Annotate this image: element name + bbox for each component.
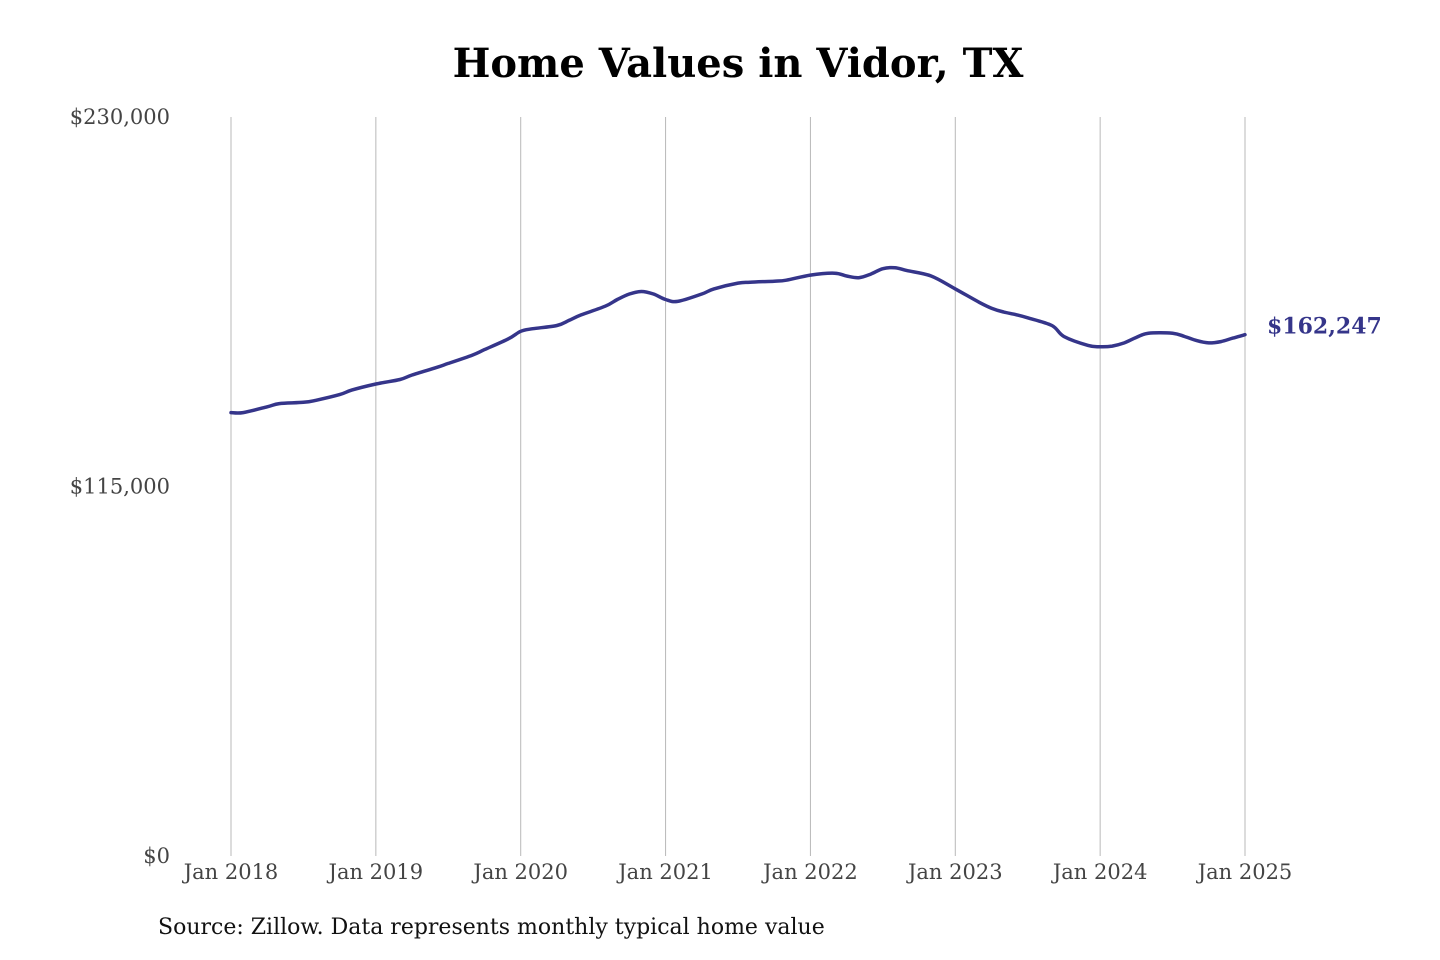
y-tick-label: $0 (143, 844, 170, 868)
x-tick-label: Jan 2024 (1051, 860, 1148, 884)
x-tick-label: Jan 2025 (1196, 860, 1293, 884)
end-value-label: $162,247 (1267, 314, 1382, 340)
source-note: Source: Zillow. Data represents monthly … (158, 915, 825, 940)
x-tick-label: Jan 2018 (182, 860, 279, 884)
series-group: $162,247 (229, 265, 1382, 415)
vertical-grid-lines (230, 117, 1246, 856)
y-tick-label: $115,000 (70, 475, 170, 499)
chart-title: Home Values in Vidor, TX (452, 40, 1024, 87)
x-tick-label: Jan 2021 (616, 860, 713, 884)
x-axis-tick-labels: Jan 2018 Jan 2019 Jan 2020 Jan 2021 Jan 2022… (182, 860, 1293, 884)
y-tick-label: $230,000 (70, 105, 170, 129)
series-line (229, 265, 1247, 415)
x-tick-label: Jan 2020 (471, 860, 568, 884)
y-axis-tick-labels: $230,000 $115,000 $0 (70, 105, 170, 868)
x-tick-label: Jan 2023 (906, 860, 1003, 884)
x-tick-label: Jan 2019 (327, 860, 424, 884)
x-tick-label: Jan 2022 (761, 860, 858, 884)
